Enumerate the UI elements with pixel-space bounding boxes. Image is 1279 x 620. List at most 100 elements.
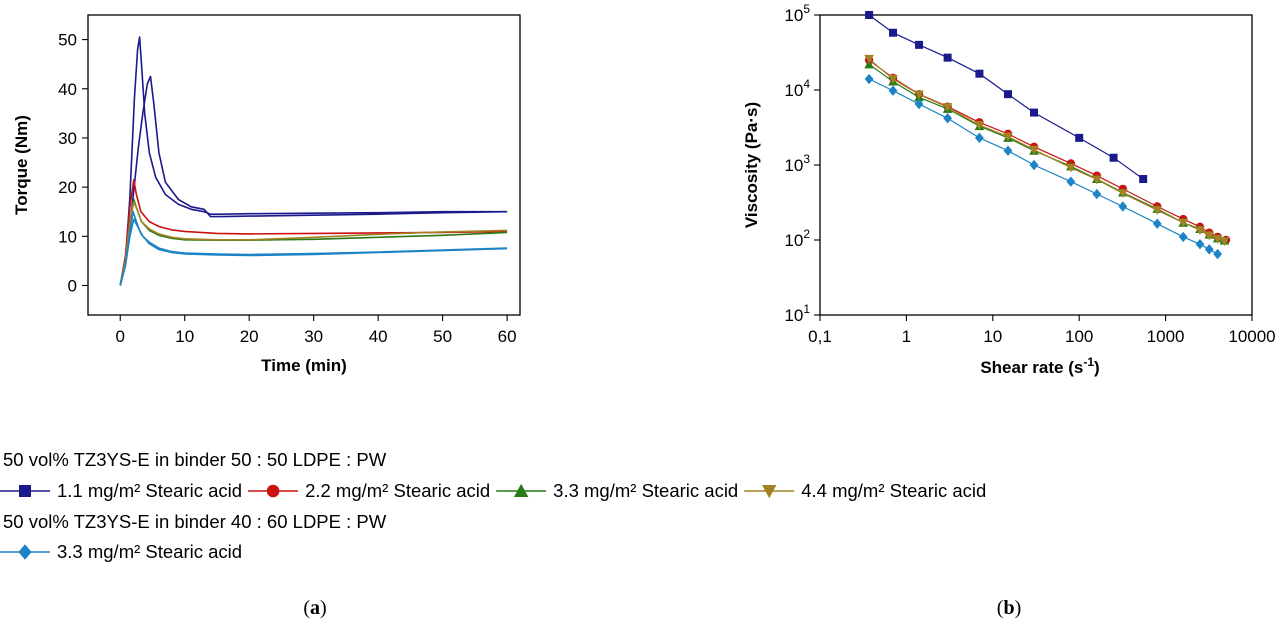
viscosity-point-0-7 <box>1075 133 1084 142</box>
caption-b-letter: b <box>1003 597 1014 619</box>
viscosity-x-tick-label: 100 <box>1065 327 1093 346</box>
viscosity-point-4-10 <box>1152 218 1162 229</box>
viscosity-point-0-8 <box>1109 153 1118 162</box>
legend-group1-item-label-0: 1.1 mg/m² Stearic acid <box>57 480 242 501</box>
viscosity-point-3-11 <box>1178 218 1189 228</box>
torque-x-tick-label: 30 <box>304 327 323 346</box>
legend: 50 vol% TZ3YS-E in binder 50 : 50 LDPE :… <box>0 449 986 562</box>
viscosity-point-3-9 <box>1118 189 1128 199</box>
viscosity-point-3-14 <box>1212 235 1223 244</box>
torque-y-tick-label: 30 <box>58 129 77 148</box>
viscosity-point-3-5 <box>1003 132 1013 142</box>
torque-series-line-5 <box>119 210 508 286</box>
viscosity-point-3-12 <box>1195 226 1205 236</box>
torque-y-tick-label: 10 <box>58 227 77 246</box>
caption-a-letter: a <box>310 597 320 619</box>
viscosity-series-line-0 <box>868 14 1144 180</box>
torque-x-tick-label: 10 <box>175 327 194 346</box>
legend-group2-item-marker-0 <box>18 544 32 560</box>
viscosity-point-3-8 <box>1092 175 1102 185</box>
caption-b-close: ) <box>1015 597 1022 619</box>
legend-group1-item-label-3: 4.4 mg/m² Stearic acid <box>801 480 986 501</box>
legend-group1-item-marker-3 <box>762 485 777 499</box>
torque-x-axis-label: Time (min) <box>261 356 347 375</box>
caption-b-open: ( <box>997 597 1004 619</box>
viscosity-point-3-13 <box>1204 231 1215 241</box>
viscosity-point-3-4 <box>974 121 985 130</box>
viscosity-x-tick-label: 0,1 <box>808 327 832 346</box>
shear-rate-label-main: Shear rate (s <box>980 358 1083 377</box>
shear-rate-label-tail: ) <box>1094 358 1100 377</box>
viscosity-point-2-0 <box>864 59 874 69</box>
viscosity-point-3-10 <box>1152 206 1163 215</box>
viscosity-point-4-1 <box>888 85 898 96</box>
viscosity-y-tick-label: 101 <box>784 302 810 325</box>
viscosity-point-0-9 <box>1139 175 1148 184</box>
torque-series-line-0 <box>119 36 508 286</box>
torque-x-tick-label: 50 <box>433 327 452 346</box>
viscosity-point-3-6 <box>1029 145 1039 155</box>
torque-y-tick-label: 40 <box>58 80 77 99</box>
torque-series-line-1 <box>119 75 508 286</box>
viscosity-point-4-6 <box>1029 159 1039 171</box>
torque-y-tick-label: 20 <box>58 178 77 197</box>
viscosity-point-4-11 <box>1178 231 1188 243</box>
viscosity-point-0-4 <box>975 69 984 78</box>
viscosity-point-4-5 <box>1003 145 1013 156</box>
torque-y-axis-label: Torque (Nm) <box>12 115 31 215</box>
viscosity-chart: 0,1 1 10 100 1000 10000 101 102 103 104 105 Shear … <box>742 2 1276 377</box>
torque-x-tick-label: 0 <box>116 327 125 346</box>
viscosity-y-tick-label: 105 <box>784 2 810 25</box>
viscosity-point-3-15 <box>1219 237 1230 247</box>
viscosity-point-0-1 <box>889 28 898 37</box>
viscosity-point-4-8 <box>1092 188 1102 200</box>
caption-b: (b) <box>997 597 1021 619</box>
legend-group2-item-label-0: 3.3 mg/m² Stearic acid <box>57 541 242 562</box>
viscosity-point-4-0 <box>864 73 874 85</box>
viscosity-point-0-3 <box>943 53 952 62</box>
viscosity-series-line-2 <box>868 63 1225 242</box>
viscosity-point-0-5 <box>1004 90 1013 99</box>
viscosity-point-3-1 <box>888 75 898 84</box>
caption-a: (a) <box>303 597 326 619</box>
shear-rate-label-sup: -1 <box>1083 355 1094 369</box>
viscosity-point-3-7 <box>1066 163 1076 173</box>
viscosity-x-tick-label: 10000 <box>1228 327 1275 346</box>
legend-group1-item-marker-2 <box>513 483 529 497</box>
torque-series-line-2 <box>119 179 508 286</box>
viscosity-point-0-6 <box>1030 108 1039 117</box>
viscosity-x-axis-label: Shear rate (s-1) <box>980 355 1099 377</box>
viscosity-series-line-3 <box>868 58 1225 242</box>
viscosity-point-0-0 <box>865 11 874 19</box>
torque-x-tick-label: 40 <box>369 327 388 346</box>
legend-group1-item-marker-0 <box>19 485 31 497</box>
viscosity-y-tick-label: 102 <box>784 227 810 250</box>
viscosity-x-tick-label: 1 <box>902 327 911 346</box>
torque-y-tick-label: 0 <box>68 276 77 295</box>
viscosity-point-3-0 <box>864 54 874 64</box>
viscosity-point-4-12 <box>1195 238 1205 250</box>
viscosity-point-4-4 <box>975 132 984 144</box>
torque-y-tick-label: 50 <box>58 31 77 50</box>
viscosity-point-4-7 <box>1066 176 1076 187</box>
torque-series-line-4 <box>119 201 508 286</box>
viscosity-point-4-13 <box>1204 244 1214 255</box>
viscosity-x-tick-label: 10 <box>983 327 1002 346</box>
torque-series-line-6 <box>119 218 508 286</box>
viscosity-point-4-2 <box>914 98 924 110</box>
caption-a-open: ( <box>303 597 310 619</box>
torque-plot-frame <box>87 14 521 316</box>
legend-group1-item-label-2: 3.3 mg/m² Stearic acid <box>553 480 738 501</box>
viscosity-y-tick-label: 103 <box>784 152 810 175</box>
viscosity-point-0-2 <box>915 40 924 49</box>
viscosity-x-tick-label: 1000 <box>1147 327 1185 346</box>
torque-chart: 0 10 20 30 40 50 60 0 10 20 30 40 50 Time (min) Torq… <box>12 14 521 375</box>
legend-group2-title: 50 vol% TZ3YS-E in binder 40 : 60 LDPE :… <box>3 511 387 532</box>
caption-a-close: ) <box>320 597 327 619</box>
viscosity-y-axis-label: Viscosity (Pa·s) <box>742 102 761 228</box>
torque-x-tick-label: 20 <box>240 327 259 346</box>
viscosity-point-4-14 <box>1213 248 1223 260</box>
legend-group1-title: 50 vol% TZ3YS-E in binder 50 : 50 LDPE :… <box>3 449 387 470</box>
viscosity-point-3-2 <box>914 90 924 100</box>
